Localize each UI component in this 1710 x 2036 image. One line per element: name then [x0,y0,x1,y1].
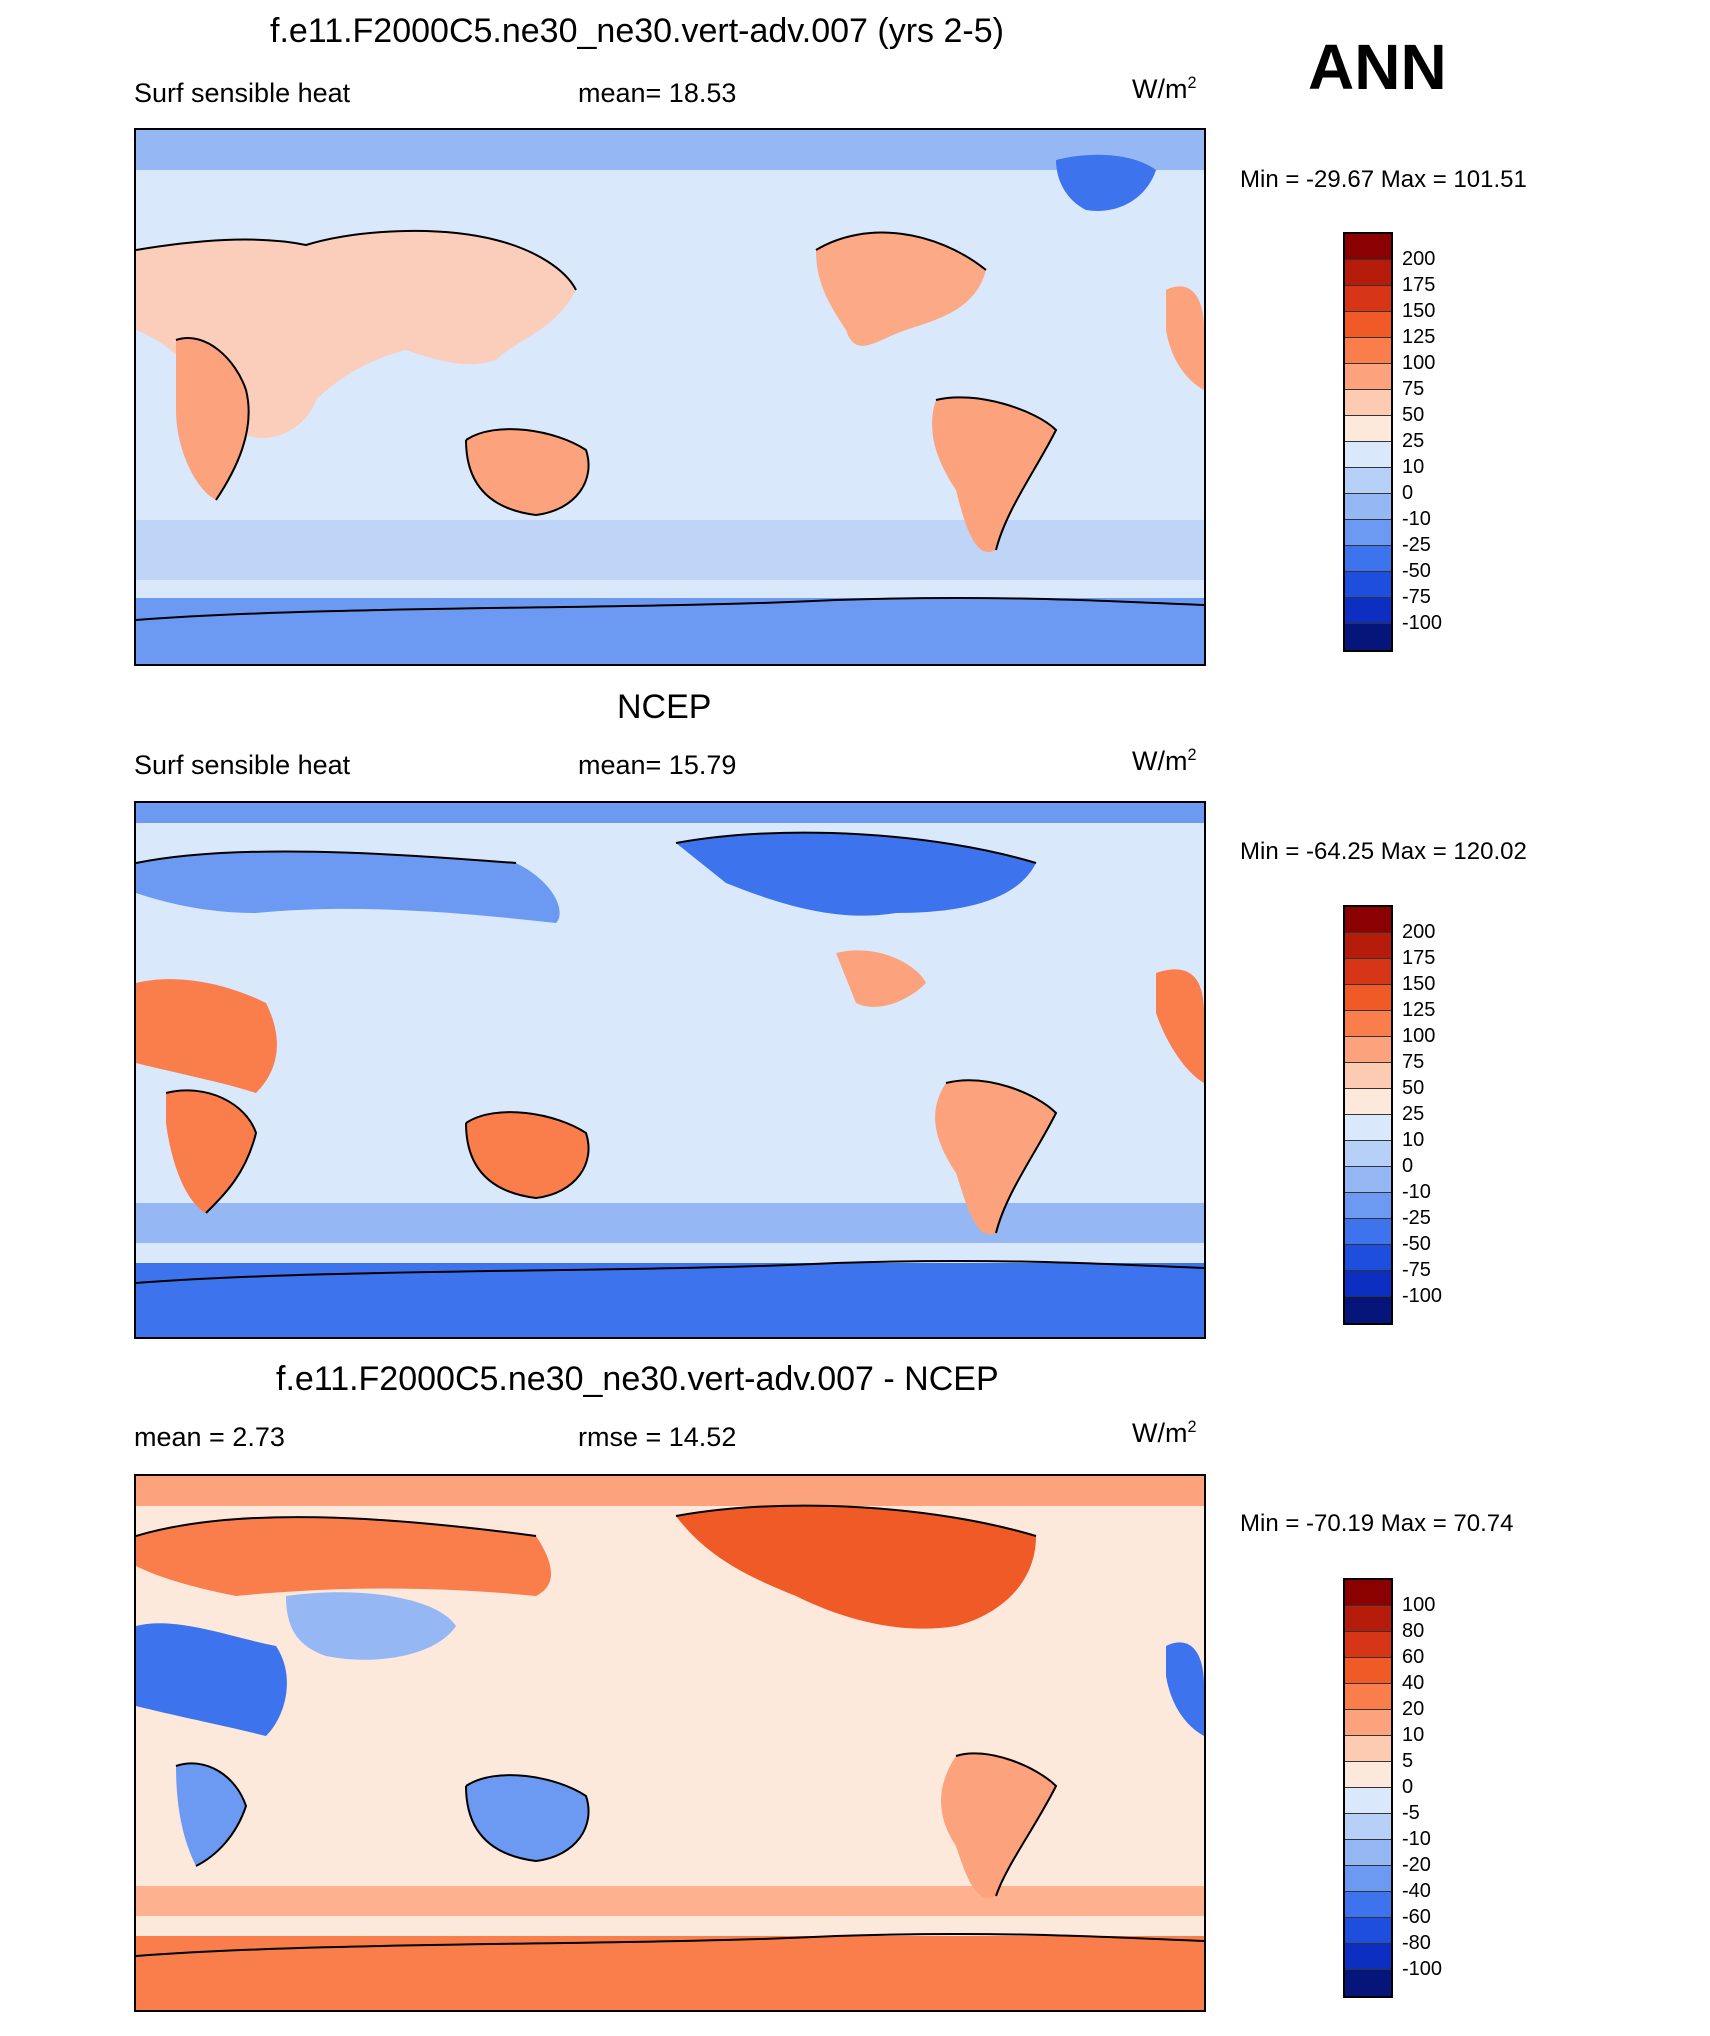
panel3-colorbar-label: -60 [1402,1906,1431,1928]
panel2-units-label: W/m2 [1132,746,1197,776]
panel1-colorbar-label: -10 [1402,508,1431,530]
panel2-map-svg [136,803,1204,1337]
panel2-colorbar-label: -75 [1402,1259,1431,1281]
panel1-colorbar-label: 75 [1402,378,1425,400]
season-label: ANN [1308,31,1447,103]
panel3-colorbar-label: -20 [1402,1854,1431,1876]
panel2-mean-label: mean= 15.79 [578,750,737,780]
panel1-colorbar-label: 25 [1402,430,1425,452]
panel1-title: f.e11.F2000C5.ne30_ne30.vert-adv.007 (yr… [270,12,1004,50]
panel3-colorbar-label: -40 [1402,1880,1431,1902]
panel1-colorbar-label: 100 [1402,352,1436,374]
panel2-colorbar-label: 125 [1402,999,1436,1021]
panel2-colorbar-label: 25 [1402,1103,1425,1125]
panel1-colorbar [1343,232,1393,652]
panel2-map [134,801,1206,1339]
panel2-colorbar-label: 200 [1402,921,1436,943]
panel2-colorbar [1343,905,1393,1325]
panel1-colorbar-label: -50 [1402,560,1431,582]
panel2-colorbar-label: 50 [1402,1077,1425,1099]
panel2-title: NCEP [617,688,712,726]
panel3-min-max: Min = -70.19 Max = 70.74 [1240,1510,1514,1537]
panel1-colorbar-label: -75 [1402,586,1431,608]
panel1-units-label: W/m2 [1132,74,1197,104]
panel3-map-svg [136,1476,1204,2010]
panel1-colorbar-label: 0 [1402,482,1414,504]
panel1-min-max: Min = -29.67 Max = 101.51 [1240,166,1527,193]
panel3-colorbar-label: 5 [1402,1750,1414,1772]
panel3-colorbar-label: 80 [1402,1620,1425,1642]
panel2-min-max: Min = -64.25 Max = 120.02 [1240,838,1527,865]
panel3-units-label: W/m2 [1132,1418,1197,1448]
panel3-colorbar-label: -5 [1402,1802,1420,1824]
panel1-colorbar-label: 150 [1402,300,1436,322]
panel3-colorbar-label: 0 [1402,1776,1414,1798]
panel2-colorbar-label: 75 [1402,1051,1425,1073]
panel3-colorbar-label: 20 [1402,1698,1425,1720]
panel2-colorbar-label: 150 [1402,973,1436,995]
panel3-colorbar-label: 40 [1402,1672,1425,1694]
panel1-colorbar-label: 10 [1402,456,1425,478]
panel2-colorbar-label: -50 [1402,1233,1431,1255]
panel3-colorbar-label: 100 [1402,1594,1436,1616]
panel1-colorbar-label: 125 [1402,326,1436,348]
panel2-colorbar-label: 175 [1402,947,1436,969]
panel3-map [134,1474,1206,2012]
panel3-colorbar-label: -10 [1402,1828,1431,1850]
panel1-colorbar-label: 175 [1402,274,1436,296]
panel3-rmse-label: rmse = 14.52 [578,1422,737,1452]
panel3-colorbar-label: 60 [1402,1646,1425,1668]
panel2-colorbar-label: -25 [1402,1207,1431,1229]
panel3-mean-label: mean = 2.73 [134,1422,285,1452]
panel3-colorbar-label: -100 [1402,1958,1443,1980]
panel1-colorbar-label: -25 [1402,534,1431,556]
panel2-colorbar-label: -100 [1402,1285,1443,1307]
panel1-colorbar-label: 50 [1402,404,1425,426]
panel2-colorbar-label: 10 [1402,1129,1425,1151]
panel2-variable-label: Surf sensible heat [134,750,351,780]
panel3-colorbar-label: -80 [1402,1932,1431,1954]
panel1-mean-label: mean= 18.53 [578,78,737,108]
panel1-colorbar-label: -100 [1402,612,1443,634]
panel2-colorbar-label: 0 [1402,1155,1414,1177]
panel1-colorbar-label: 200 [1402,248,1436,270]
panel2-colorbar-label: 100 [1402,1025,1436,1047]
panel1-map [134,128,1206,666]
panel1-map-svg [136,130,1204,664]
panel3-colorbar-label: 10 [1402,1724,1425,1746]
panel1-variable-label: Surf sensible heat [134,78,351,108]
panel2-colorbar-label: -10 [1402,1181,1431,1203]
panel3-title: f.e11.F2000C5.ne30_ne30.vert-adv.007 - N… [276,1360,999,1398]
panel3-colorbar [1343,1578,1393,1998]
